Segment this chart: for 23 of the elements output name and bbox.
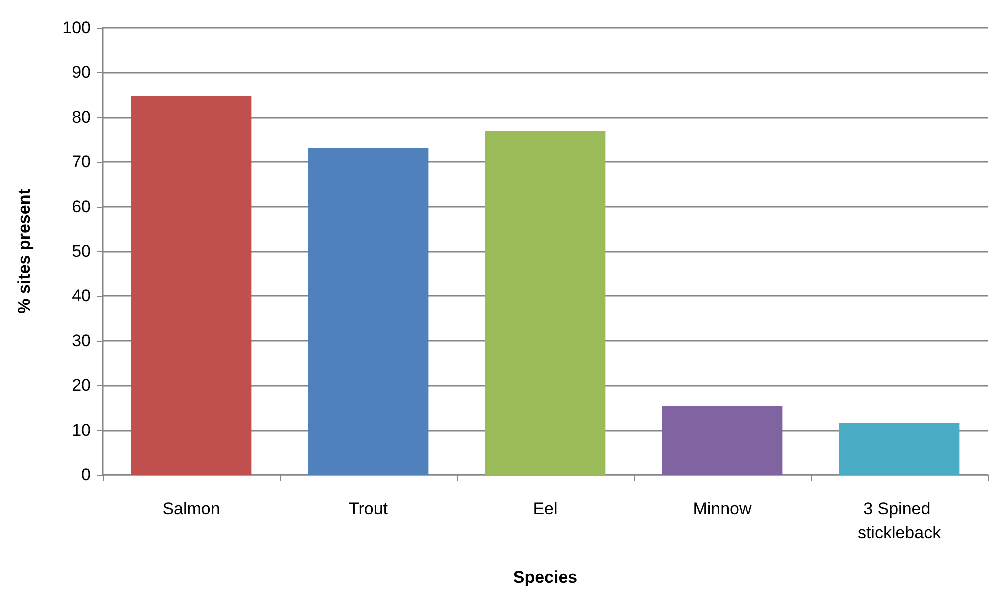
y-tick-label: 100 <box>62 18 91 38</box>
y-axis-title: % sites present <box>15 188 34 314</box>
y-tick-label: 10 <box>72 420 91 440</box>
x-tick-label: Salmon <box>162 500 220 518</box>
bar <box>839 423 960 475</box>
y-tick-label: 0 <box>82 466 91 484</box>
y-tick-label: 90 <box>72 63 91 82</box>
y-tick-label: 50 <box>72 242 91 261</box>
y-tick-label: 60 <box>72 197 91 216</box>
bar <box>131 96 252 475</box>
x-axis-title: Species <box>513 568 578 587</box>
x-tick-label: Trout <box>348 500 388 518</box>
x-tick-label: Eel <box>533 500 558 518</box>
y-tick-label: 70 <box>72 152 91 172</box>
bar <box>662 406 783 475</box>
bar <box>308 148 429 475</box>
x-tick-label: Minnow <box>693 500 753 518</box>
x-tick-label: 3 Spined stickleback <box>858 500 942 542</box>
y-tick-label: 20 <box>72 376 91 396</box>
y-tick-label: 80 <box>72 108 91 127</box>
bar <box>485 131 606 475</box>
y-tick-label: 30 <box>72 331 91 350</box>
y-tick-label: 40 <box>72 286 91 306</box>
